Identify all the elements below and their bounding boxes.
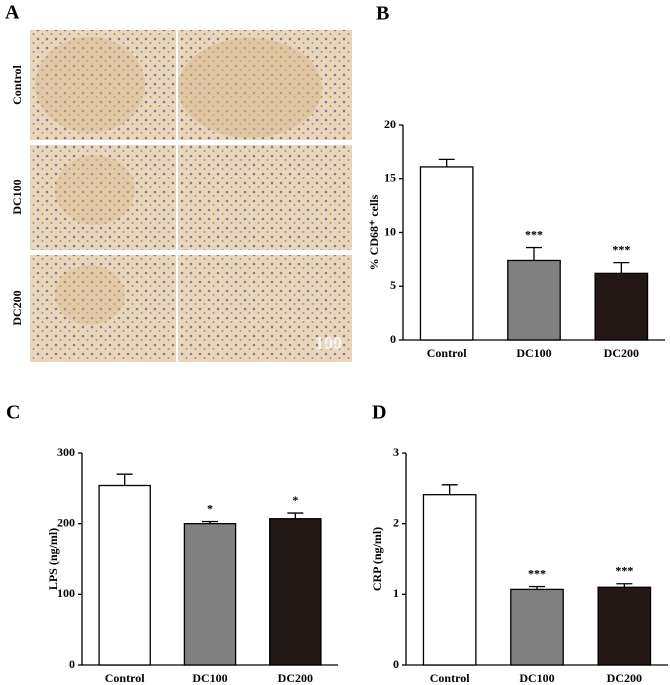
x-tick-label: DC200 — [604, 346, 639, 360]
islet — [178, 38, 322, 138]
y-tick-label: 100 — [57, 586, 75, 600]
bar — [510, 588, 564, 666]
bar — [269, 518, 322, 666]
y-axis-label: % CD68⁺ cells — [367, 194, 381, 270]
significance: *** — [525, 227, 543, 241]
y-tick-label: 20 — [384, 117, 396, 131]
y-tick-label: 0 — [390, 332, 396, 346]
row-label: DC100 — [10, 179, 24, 214]
islet — [35, 37, 145, 133]
x-tick-label: DC100 — [192, 671, 227, 685]
panel-letter: A — [5, 2, 20, 24]
x-tick-label: Control — [105, 671, 145, 685]
bar — [594, 272, 649, 341]
micrographs — [30, 30, 352, 362]
significance: *** — [528, 566, 546, 580]
y-tick-label: 0 — [69, 657, 75, 671]
panel-letter: B — [376, 3, 389, 25]
y-tick-label: 200 — [57, 515, 75, 529]
y-tick-label: 10 — [384, 224, 396, 238]
row-label: Control — [10, 64, 24, 104]
islet — [55, 155, 135, 225]
micrograph — [30, 30, 176, 140]
micrograph — [30, 145, 176, 250]
x-tick-label: Control — [430, 671, 470, 685]
significance: * — [292, 493, 298, 507]
significance: *** — [612, 242, 630, 256]
micrograph — [178, 255, 352, 362]
x-tick-label: Control — [427, 346, 467, 360]
bar — [183, 523, 237, 666]
significance: * — [207, 501, 213, 515]
y-tick-label: 3 — [393, 445, 399, 459]
bar — [507, 259, 561, 341]
x-tick-label: DC200 — [607, 671, 642, 685]
y-tick-label: 300 — [57, 445, 75, 459]
panel-letter: C — [6, 402, 20, 424]
y-axis-label: LPS (ng/ml) — [46, 528, 60, 590]
bar — [422, 494, 477, 666]
bar — [98, 484, 151, 666]
micrograph — [178, 145, 352, 250]
scale-label: 100 — [315, 333, 342, 353]
y-axis-label: CRP (ng/ml) — [370, 527, 384, 591]
significance: *** — [615, 563, 633, 577]
x-tick-label: DC100 — [519, 671, 554, 685]
y-tick-label: 15 — [384, 171, 396, 185]
islet — [55, 265, 125, 325]
y-tick-label: 0 — [393, 657, 399, 671]
y-tick-label: 5 — [390, 278, 396, 292]
bar — [419, 166, 474, 341]
bar — [597, 586, 652, 666]
y-tick-label: 2 — [393, 515, 399, 529]
row-label: DC200 — [10, 290, 24, 325]
x-tick-label: DC100 — [516, 346, 551, 360]
y-tick-label: 1 — [393, 586, 399, 600]
micrograph — [30, 255, 176, 362]
panel-letter: D — [372, 402, 386, 424]
x-tick-label: DC200 — [278, 671, 313, 685]
